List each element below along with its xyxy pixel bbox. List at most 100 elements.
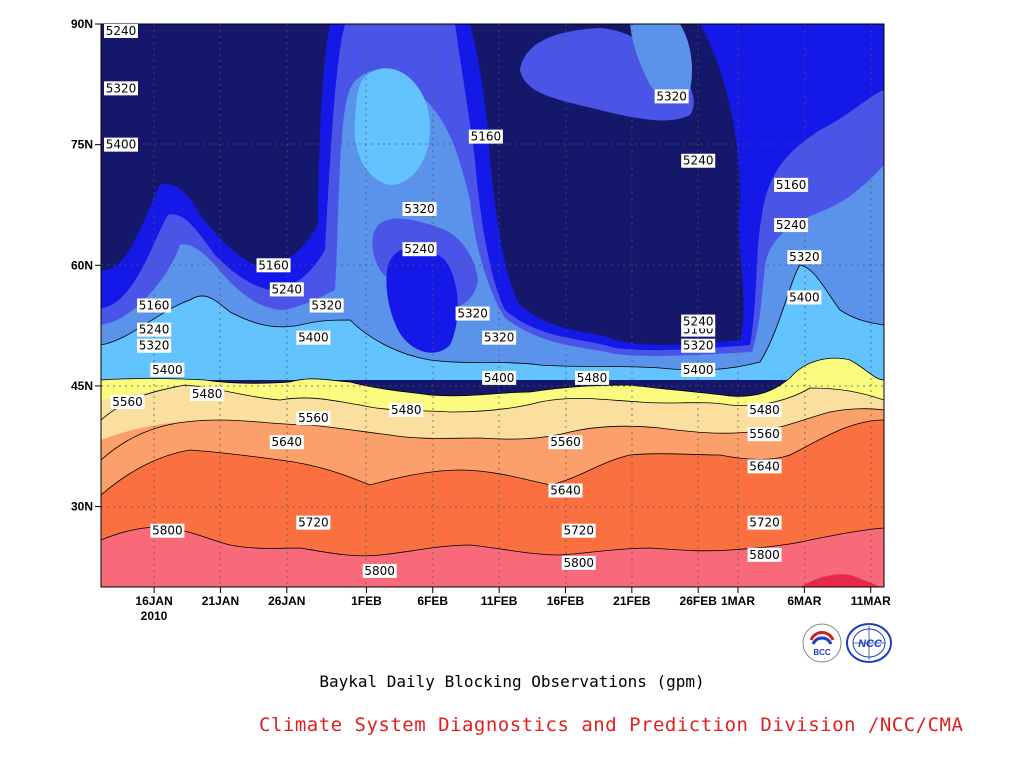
- contour-label: 5400: [296, 330, 331, 345]
- x-tick-label: 26FEB: [680, 594, 718, 608]
- svg-text:5320: 5320: [311, 299, 342, 313]
- svg-text:5640: 5640: [550, 483, 581, 497]
- contour-label: 5800: [362, 563, 397, 578]
- contour-label: 5800: [561, 555, 596, 570]
- y-axis: 30N 45N 60N 75N 90N: [71, 17, 101, 514]
- contour-label: 5400: [482, 370, 517, 385]
- contour-label: 5320: [137, 338, 172, 353]
- svg-text:5560: 5560: [298, 411, 329, 425]
- contour-label: 5240: [681, 314, 716, 329]
- y-tick-label: 90N: [71, 17, 93, 31]
- svg-text:5160: 5160: [258, 258, 289, 272]
- svg-text:5240: 5240: [683, 315, 714, 329]
- x-tick-label: 1FEB: [351, 594, 382, 608]
- fill-5880: [800, 574, 882, 587]
- svg-text:5400: 5400: [106, 138, 137, 152]
- fill-5800: [101, 527, 884, 587]
- contour-label: 5640: [269, 435, 304, 450]
- svg-text:5560: 5560: [550, 435, 581, 449]
- contour-label: 5800: [747, 547, 782, 562]
- svg-text:5480: 5480: [391, 403, 422, 417]
- contour-label: 5240: [402, 242, 437, 257]
- credit-line: Climate System Diagnostics and Predictio…: [259, 714, 964, 736]
- x-tick-label: 11FEB: [481, 594, 518, 608]
- svg-text:5240: 5240: [683, 154, 714, 168]
- contour-label: 5320: [455, 306, 490, 321]
- bcc-logo: BCC: [802, 623, 842, 663]
- svg-text:5240: 5240: [106, 24, 137, 38]
- contour-label: 5560: [548, 435, 583, 450]
- fill-5400: [101, 265, 884, 380]
- contour-label: 5480: [747, 403, 782, 418]
- ncc-logo-text: NCC: [858, 638, 883, 650]
- svg-text:5800: 5800: [749, 548, 780, 562]
- svg-text:5240: 5240: [404, 242, 435, 256]
- contour-label: 5400: [787, 290, 822, 305]
- contour-label: 5320: [309, 298, 344, 313]
- contour-label: 5560: [296, 411, 331, 426]
- x-tick-label: 6MAR: [787, 594, 821, 608]
- svg-text:5800: 5800: [364, 564, 395, 578]
- svg-text:5560: 5560: [112, 395, 143, 409]
- island-5400-north: [630, 24, 692, 97]
- x-tick-label: 6FEB: [417, 594, 448, 608]
- contour-label: 5720: [296, 515, 331, 530]
- svg-text:5400: 5400: [152, 363, 183, 377]
- svg-text:5720: 5720: [749, 516, 780, 530]
- island-5400-cap: [354, 68, 431, 185]
- contour-label: 5160: [256, 258, 291, 273]
- contour-fills: [101, 24, 884, 587]
- x-tick-label: 26JAN: [268, 594, 305, 608]
- svg-text:5560: 5560: [749, 427, 780, 441]
- svg-text:5480: 5480: [577, 371, 608, 385]
- x-tick-label: 16FEB: [547, 594, 585, 608]
- contour-label: 5320: [104, 81, 138, 96]
- svg-text:5400: 5400: [683, 363, 714, 377]
- contour-label: 5480: [575, 370, 610, 385]
- svg-text:5720: 5720: [563, 524, 594, 538]
- contour-label: 5240: [137, 322, 172, 337]
- contour-label: 5240: [269, 282, 304, 297]
- contour-label: 5560: [747, 427, 782, 442]
- contour-label: 5800: [150, 523, 185, 538]
- contour-label: 5160: [137, 298, 172, 313]
- svg-text:5320: 5320: [484, 331, 515, 345]
- svg-text:5480: 5480: [749, 403, 780, 417]
- contour-label: 5320: [482, 330, 517, 345]
- svg-text:5640: 5640: [749, 459, 780, 473]
- svg-text:5240: 5240: [272, 282, 303, 296]
- x-tick-label: 1MAR: [721, 594, 755, 608]
- contour-label: 5320: [402, 201, 437, 216]
- svg-text:5320: 5320: [656, 89, 687, 103]
- contour-label: 5320: [787, 250, 822, 265]
- contour-label: 5640: [548, 483, 583, 498]
- x-tick-label: 21JAN: [202, 594, 239, 608]
- x-axis: 16JAN 21JAN 26JAN 1FEB 6FEB 11FEB 16FEB 21FEB 26…: [135, 587, 891, 608]
- svg-text:5160: 5160: [139, 299, 170, 313]
- svg-text:5320: 5320: [683, 339, 714, 353]
- svg-text:5240: 5240: [776, 218, 807, 232]
- fill-5720: [101, 420, 884, 587]
- grid: [101, 24, 884, 587]
- svg-text:5800: 5800: [563, 556, 594, 570]
- island-5160-south: [386, 247, 458, 353]
- contour-label: 5320: [681, 338, 716, 353]
- svg-text:5800: 5800: [152, 524, 183, 538]
- y-tick-label: 60N: [71, 258, 93, 272]
- contour-label: 5400: [681, 362, 716, 377]
- x-tick-label: 21FEB: [613, 594, 651, 608]
- x-year-label: 2010: [141, 609, 168, 623]
- contour-label: 5160: [774, 177, 809, 192]
- svg-text:5320: 5320: [139, 339, 170, 353]
- bcc-logo-text: BCC: [813, 648, 831, 657]
- svg-text:5320: 5320: [457, 307, 488, 321]
- svg-text:5320: 5320: [789, 250, 820, 264]
- svg-text:5400: 5400: [298, 331, 329, 345]
- x-tick-label: 16JAN: [135, 594, 172, 608]
- svg-text:5400: 5400: [484, 371, 515, 385]
- svg-text:5160: 5160: [776, 178, 807, 192]
- svg-text:5400: 5400: [789, 290, 820, 304]
- contour-label: 5160: [468, 129, 503, 144]
- svg-text:5160: 5160: [471, 130, 502, 144]
